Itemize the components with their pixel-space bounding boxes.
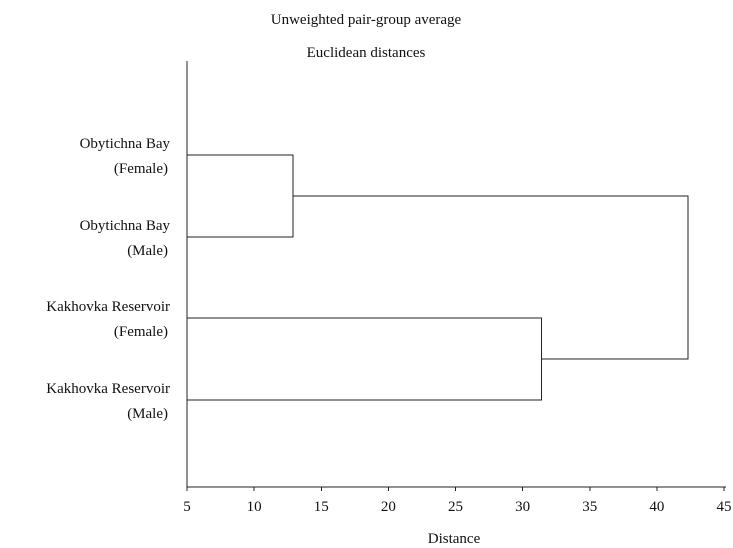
dendrogram-merge-1 bbox=[187, 317, 542, 401]
x-tick-label: 25 bbox=[448, 499, 463, 515]
x-tick-label: 5 bbox=[183, 499, 191, 515]
leaf-label-line2: (Male) bbox=[127, 406, 168, 422]
x-tick-label: 15 bbox=[314, 499, 329, 515]
leaf-labels: Obytichna Bay (Female) Obytichna Bay (Male)… bbox=[46, 136, 170, 422]
x-tick-label: 30 bbox=[515, 499, 530, 515]
leaf-label-line1: Obytichna Bay bbox=[80, 218, 171, 234]
chart-title: Unweighted pair-group average bbox=[271, 12, 462, 28]
x-tick-label: 40 bbox=[649, 499, 664, 515]
leaf-label-line1: Kakhovka Reservoir bbox=[46, 299, 170, 315]
leaf-label-line2: (Female) bbox=[114, 161, 168, 177]
leaf-label-line1: Kakhovka Reservoir bbox=[46, 381, 170, 397]
x-tick-label: 45 bbox=[717, 499, 732, 515]
x-axis-ticks: 5 10 15 20 25 30 35 40 45 bbox=[183, 487, 732, 515]
dendrogram-merge-0 bbox=[187, 154, 294, 238]
x-tick-label: 35 bbox=[582, 499, 597, 515]
dendrogram-links bbox=[187, 154, 689, 401]
leaf-label-line2: (Male) bbox=[127, 243, 168, 259]
x-tick-label: 20 bbox=[381, 499, 396, 515]
x-tick-label: 10 bbox=[247, 499, 262, 515]
leaf-label-line1: Obytichna Bay bbox=[80, 136, 171, 152]
x-axis-label: Distance bbox=[428, 531, 481, 547]
chart-subtitle: Euclidean distances bbox=[307, 45, 426, 61]
dendrogram-merge-2 bbox=[293, 195, 689, 360]
leaf-label-line2: (Female) bbox=[114, 324, 168, 340]
